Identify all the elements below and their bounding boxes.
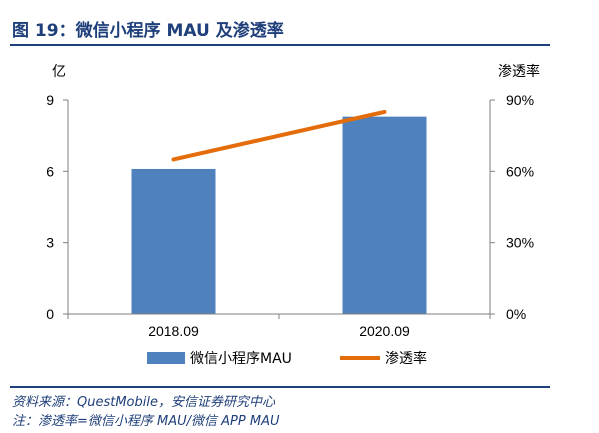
axes bbox=[63, 99, 495, 319]
formula-note: 注：渗透率=微信小程序 MAU/微信 APP MAU bbox=[12, 414, 280, 429]
title-rule bbox=[10, 44, 550, 46]
legend: 微信小程序MAU 渗透率 bbox=[147, 350, 427, 367]
left-tick-label: 6 bbox=[46, 163, 54, 179]
penetration-rate-line bbox=[171, 109, 387, 162]
source-rule bbox=[10, 386, 550, 388]
right-tick-label: 30% bbox=[506, 235, 534, 251]
left-tick-label: 3 bbox=[46, 235, 54, 251]
bar-2018.09 bbox=[131, 168, 216, 314]
source-note: 资料来源：QuestMobile，安信证券研究中心 bbox=[12, 395, 275, 410]
figure-title: 图 19：微信小程序 MAU 及渗透率 bbox=[12, 21, 284, 41]
line-series bbox=[171, 109, 387, 162]
bar-2020.09 bbox=[342, 116, 427, 315]
legend-bar-label: 微信小程序MAU bbox=[190, 351, 292, 367]
bar-series bbox=[131, 116, 427, 315]
right-tick-label: 0% bbox=[506, 306, 526, 322]
right-tick-label: 90% bbox=[506, 92, 534, 108]
category-label-2018.09: 2018.09 bbox=[148, 323, 199, 339]
left-axis-unit-label: 亿 bbox=[52, 64, 66, 80]
left-tick-label: 9 bbox=[46, 92, 54, 108]
legend-line-label: 渗透率 bbox=[385, 350, 427, 367]
category-label-2020.09: 2020.09 bbox=[359, 323, 410, 339]
legend-bar-swatch bbox=[147, 352, 185, 364]
left-tick-label: 0 bbox=[46, 306, 54, 322]
right-tick-label: 60% bbox=[506, 163, 534, 179]
right-axis-title: 渗透率 bbox=[498, 63, 540, 80]
